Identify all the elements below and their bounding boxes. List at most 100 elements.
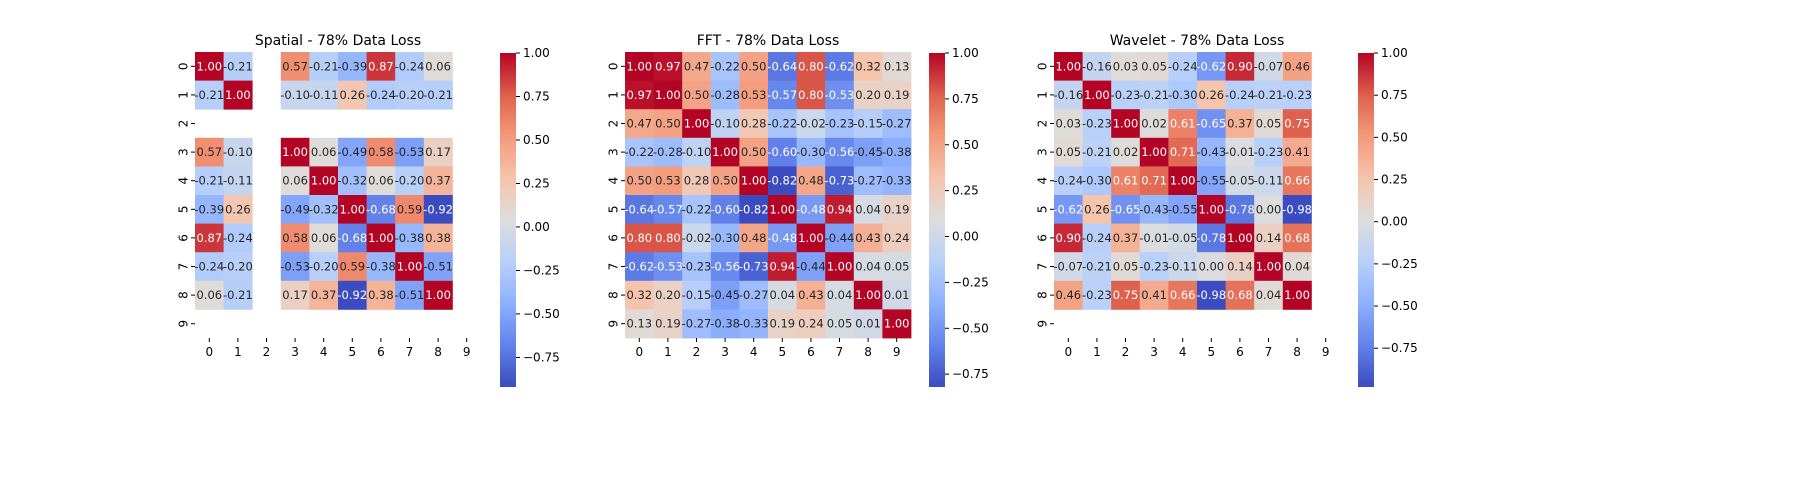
- cell-value-label: -0.53: [280, 260, 310, 274]
- cell-value-label: -0.27: [882, 117, 912, 131]
- y-tick-label: 0: [177, 62, 191, 70]
- heatmap-cell: [280, 280, 310, 310]
- cell-value-label: 0.13: [884, 59, 910, 73]
- cell-value-label: 0.05: [884, 260, 910, 274]
- cell-value-label: 1.00: [425, 288, 451, 302]
- heatmap-cell: [1139, 195, 1169, 224]
- cell-value-label: 0.50: [684, 88, 710, 102]
- heatmap-panel-2: 1.00 -0.16 0.03 0.05 -0.24-0.62 0.90 -0.07 0.46…: [1036, 33, 1418, 387]
- heatmap-cell: [768, 252, 797, 282]
- cell-value-label: 0.48: [741, 231, 767, 245]
- cell-value-label: 0.19: [769, 317, 795, 331]
- cell-value-label: 0.17: [425, 145, 451, 159]
- heatmap-cell: [1082, 195, 1112, 224]
- y-tick-label: 5: [607, 205, 621, 213]
- cell-value-label: 0.46: [1284, 59, 1310, 73]
- y-tick-label: 9: [1036, 320, 1050, 328]
- heatmap-cell: [682, 166, 712, 196]
- cell-value-label: -0.21: [223, 59, 253, 73]
- cell-value-label: 0.04: [769, 288, 795, 302]
- heatmap-cell: [1139, 109, 1169, 139]
- heatmap-cell: [395, 52, 425, 81]
- cell-value-label: 0.00: [1198, 260, 1224, 274]
- heatmap-cell: [1225, 80, 1255, 110]
- heatmap-cell: [853, 309, 883, 339]
- cell-value-label: 0.47: [626, 117, 652, 131]
- heatmap-cell: [1197, 223, 1226, 253]
- cell-value-label: 1.00: [798, 231, 824, 245]
- panel-title: FFT - 78% Data Loss: [697, 33, 840, 49]
- heatmap-cell: [423, 80, 453, 110]
- heatmap-cell: [195, 166, 224, 196]
- heatmap-cell: [853, 137, 883, 167]
- heatmap-cell: [423, 280, 453, 310]
- cell-value-label: 0.26: [1198, 88, 1224, 102]
- heatmap-cell: [366, 195, 396, 224]
- cell-value-label: 0.06: [196, 288, 222, 302]
- cell-value-label: 0.80: [655, 231, 681, 245]
- heatmap-cell: [223, 195, 253, 224]
- heatmap-cell: [882, 166, 912, 196]
- x-tick-label: 6: [1236, 345, 1244, 359]
- heatmap-cell: [1168, 137, 1198, 167]
- y-tick-label: 2: [177, 120, 191, 128]
- cell-value-label: 0.06: [311, 231, 337, 245]
- cell-value-label: 1.00: [339, 202, 365, 216]
- cell-value-label: -0.27: [739, 288, 769, 302]
- cell-value-label: -0.10: [223, 145, 253, 159]
- heatmap-cell: [423, 137, 453, 167]
- heatmap-cell: [366, 280, 396, 310]
- cell-value-label: 0.19: [655, 317, 681, 331]
- heatmap-cell: [682, 52, 712, 81]
- heatmap-cell: [1225, 109, 1255, 139]
- cell-value-label: 0.71: [1170, 145, 1196, 159]
- cell-value-label: 1.00: [1256, 260, 1282, 274]
- cell-value-label: -0.92: [423, 202, 453, 216]
- heatmap-cell: [309, 166, 339, 196]
- cell-value-label: 0.38: [368, 288, 394, 302]
- cell-value-label: 0.50: [741, 145, 767, 159]
- y-tick-label: 5: [1036, 205, 1050, 213]
- cell-value-label: -0.33: [739, 317, 769, 331]
- x-tick-label: 4: [750, 345, 758, 359]
- heatmap-cell: [309, 223, 339, 253]
- colorbar-tick-label: 1.00: [523, 46, 550, 60]
- cell-value-label: 1.00: [769, 202, 795, 216]
- x-tick-label: 7: [1265, 345, 1273, 359]
- cell-value-label: -0.28: [653, 145, 683, 159]
- cell-value-label: -0.55: [1196, 174, 1226, 188]
- heatmap-cell: [682, 109, 712, 139]
- cell-value-label: 0.19: [884, 202, 910, 216]
- y-tick-label: 7: [607, 263, 621, 271]
- cell-value-label: 0.50: [712, 174, 738, 188]
- cell-value-label: -0.32: [337, 174, 367, 188]
- x-tick-label: 5: [348, 345, 356, 359]
- heatmap-cell: [280, 195, 310, 224]
- heatmap-cell: [223, 80, 253, 110]
- y-tick-label: 1: [607, 91, 621, 99]
- cell-value-label: 0.04: [827, 288, 853, 302]
- y-tick-label: 2: [1036, 120, 1050, 128]
- cell-value-label: 0.57: [282, 59, 308, 73]
- heatmap-cell: [423, 223, 453, 253]
- y-tick-label: 3: [177, 148, 191, 156]
- cell-value-label: 1.00: [884, 317, 910, 331]
- cell-value-label: 0.41: [1284, 145, 1310, 159]
- cell-value-label: 0.80: [798, 88, 824, 102]
- cell-value-label: -0.24: [223, 231, 253, 245]
- heatmap-cell: [1168, 252, 1198, 282]
- heatmap-cell: [309, 80, 339, 110]
- y-tick-label: 4: [1036, 177, 1050, 185]
- cell-value-label: -0.44: [825, 231, 855, 245]
- heatmap-cell: [223, 137, 253, 167]
- x-tick-label: 2: [693, 345, 701, 359]
- cell-value-label: -0.10: [280, 88, 310, 102]
- cell-value-label: -0.16: [1082, 59, 1112, 73]
- colorbar-tick-label: 0.00: [952, 230, 979, 244]
- cell-value-label: 0.80: [798, 59, 824, 73]
- cell-value-label: 0.03: [1055, 117, 1081, 131]
- heatmap-cell: [395, 280, 425, 310]
- cell-value-label: -0.27: [682, 317, 712, 331]
- heatmap-cell: [1197, 52, 1226, 81]
- cell-value-label: -0.43: [1139, 202, 1169, 216]
